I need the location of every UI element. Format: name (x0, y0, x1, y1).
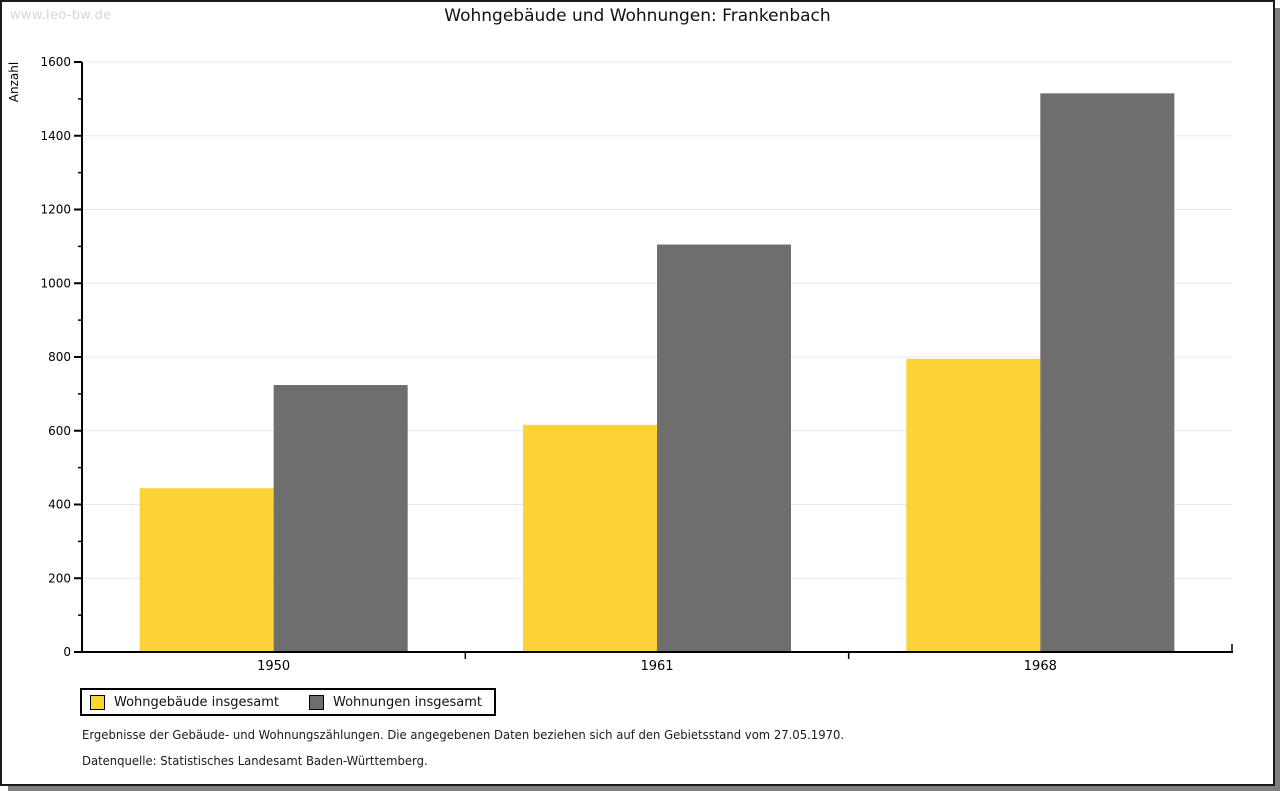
watermark: www.leo-bw.de (10, 8, 112, 23)
legend-label: Wohnungen insgesamt (333, 694, 482, 710)
y-tick-label: 600 (48, 424, 71, 438)
y-tick-label: 200 (48, 571, 71, 585)
bar-1968-series-2 (1040, 93, 1175, 651)
y-axis-title: Anzahl (7, 62, 21, 102)
y-tick-label: 1600 (40, 55, 71, 69)
drop-shadow-bottom (8, 786, 1280, 791)
y-tick-label: 0 (63, 645, 71, 659)
bar-1968-series-1 (906, 358, 1041, 651)
drop-shadow-right (1275, 8, 1280, 791)
legend-item: Wohngebäude insgesamt (90, 694, 279, 710)
bar-1950-series-2 (273, 385, 408, 651)
legend-swatch (309, 694, 324, 710)
bar-1961-series-1 (523, 424, 657, 651)
legend: Wohngebäude insgesamt Wohnungen insgesamt (80, 688, 496, 716)
x-tick-label: 1961 (640, 659, 673, 674)
y-tick-label: 1000 (40, 276, 71, 290)
legend-item: Wohnungen insgesamt (309, 694, 482, 710)
footnote-line-1: Ergebnisse der Gebäude- und Wohnungszähl… (82, 727, 845, 742)
footnote-line-2: Datenquelle: Statistisches Landesamt Bad… (82, 753, 428, 768)
bar-1961-series-2 (657, 244, 791, 651)
legend-swatch (90, 694, 105, 710)
y-tick-label: 1400 (40, 129, 71, 143)
chart-title: Wohngebäude und Wohnungen: Frankenbach (444, 6, 831, 26)
y-tick-label: 800 (48, 350, 71, 364)
legend-label: Wohngebäude insgesamt (114, 694, 279, 710)
bar-1950-series-1 (139, 488, 274, 651)
y-tick-label: 400 (48, 498, 71, 512)
x-tick-label: 1950 (257, 659, 290, 674)
y-tick-label: 1200 (40, 203, 71, 217)
x-tick-label: 1968 (1024, 659, 1057, 674)
